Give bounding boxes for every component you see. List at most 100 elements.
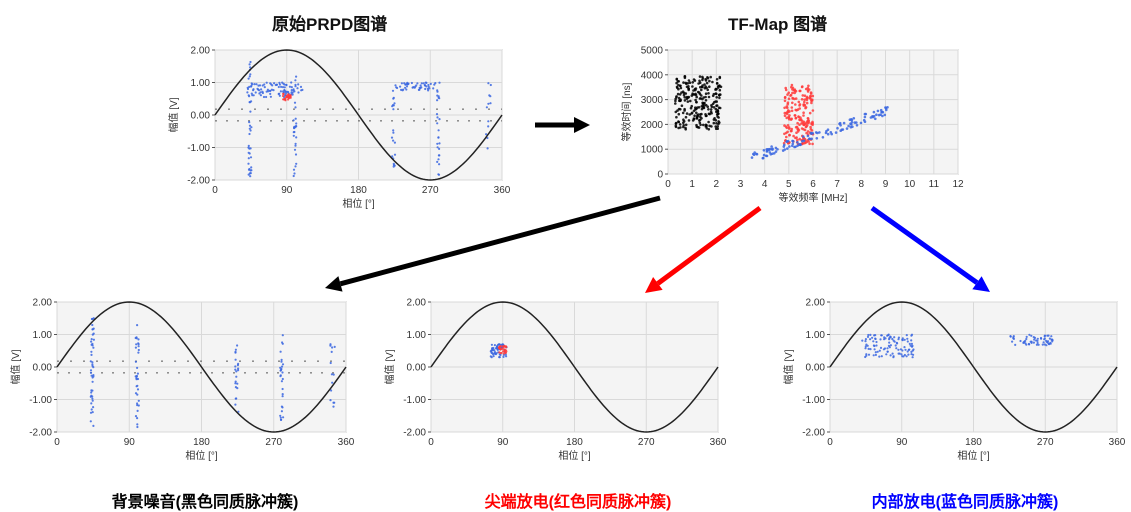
prpd-original-point-blue <box>265 90 268 93</box>
tfmap-point-red <box>787 126 791 129</box>
tfmap-point-black <box>697 126 701 129</box>
prpd-original-point-blue <box>487 125 490 128</box>
prpd-noise-point-blue <box>279 416 282 419</box>
tfmap-point-blue <box>883 113 887 117</box>
tfmap-point-black <box>679 98 682 101</box>
prpd-original-point-blue <box>438 142 441 145</box>
tfmap-point-blue <box>821 136 825 139</box>
tfmap-point-blue <box>796 141 799 144</box>
prpd-noise-point-blue <box>234 382 237 385</box>
tfmap-point-red <box>806 130 810 133</box>
prpd-noise-point-blue <box>331 346 334 349</box>
tfmap-point-red <box>810 101 813 105</box>
tfmap-point-blue <box>806 134 810 138</box>
arrow-to-corona-shaft <box>656 205 762 286</box>
tfmap-point-black <box>698 91 701 94</box>
tfmap-point-black <box>706 88 709 92</box>
prpd-noise-point-blue <box>280 410 283 413</box>
tfmap-point-blue <box>768 151 772 154</box>
tfmap-point-black <box>715 81 719 85</box>
prpd-original-point-blue <box>252 88 255 91</box>
chart-prpd-corona: 0 90 180 270 360 2.00 1.00 0.00 -1.00 -2.00 相位 [°]… <box>383 298 727 463</box>
tfmap-point-red <box>798 89 801 93</box>
prpd-original-point-blue <box>250 166 253 169</box>
prpd-original-point-blue <box>249 73 252 76</box>
prpd-internal-point-blue <box>1025 335 1028 338</box>
prpd-internal-point-blue <box>1050 335 1053 338</box>
prpd-original-point-blue <box>263 83 266 86</box>
prpd-original-point-blue <box>404 86 407 89</box>
tfmap-point-black <box>678 123 682 126</box>
tfmap-point-blue <box>872 110 876 114</box>
prpd-original-point-blue <box>248 75 251 78</box>
prpd-corona-point-blue <box>501 343 504 346</box>
prpd-noise-point-blue <box>90 402 93 405</box>
prpd-original-point-blue <box>290 91 293 94</box>
tfmap-point-blue <box>839 129 842 132</box>
prpd-noise-point-blue <box>330 389 333 392</box>
prpd-noise-point-blue <box>236 344 239 347</box>
prpd-noise-point-blue <box>237 362 240 365</box>
prpd-original-point-blue <box>438 118 441 121</box>
prpd-original-point-blue <box>294 126 297 129</box>
prpd-noise-ytick-label: -1.00 <box>29 395 52 406</box>
tfmap-point-black <box>710 104 713 107</box>
prpd-internal-point-blue <box>898 352 901 355</box>
prpd-original-point-blue <box>390 136 394 139</box>
tfmap-point-black <box>691 81 695 84</box>
prpd-noise-point-blue <box>279 368 283 372</box>
prpd-noise-point-blue <box>137 404 140 407</box>
tfmap-point-blue <box>885 108 888 112</box>
tfmap-point-blue <box>762 149 766 152</box>
prpd-original-point-blue <box>281 86 285 89</box>
tfmap-point-blue <box>750 156 754 159</box>
prpd-noise-point-blue <box>279 418 283 421</box>
tfmap-point-black <box>685 97 689 100</box>
prpd-corona-point-red <box>499 348 502 351</box>
prpd-original-point-blue <box>256 87 259 90</box>
prpd-original-ytick-label: 0.00 <box>191 111 211 122</box>
prpd-corona-point-red <box>504 345 507 348</box>
tfmap-point-red <box>783 99 787 103</box>
prpd-internal-point-blue <box>1042 341 1045 344</box>
tfmap-point-black <box>677 83 680 87</box>
prpd-original-point-blue <box>295 136 298 139</box>
prpd-original-point-red <box>287 93 290 97</box>
prpd-noise-point-blue <box>234 365 237 368</box>
prpd-internal-point-blue <box>901 349 904 352</box>
prpd-internal-xlabel: 相位 [°] <box>957 449 990 462</box>
tfmap-point-red <box>796 138 799 142</box>
prpd-original-reference-sine <box>214 49 503 181</box>
tfmap-point-blue <box>836 126 839 130</box>
prpd-noise-point-blue <box>92 374 95 377</box>
prpd-internal-point-blue <box>1049 342 1052 345</box>
prpd-internal-point-blue <box>905 355 908 358</box>
tfmap-point-red <box>793 91 796 95</box>
prpd-original-point-blue <box>489 83 492 87</box>
prpd-internal-point-blue <box>878 349 881 352</box>
tfmap-point-black <box>674 125 678 129</box>
tfmap-point-black <box>687 95 691 99</box>
tfmap-point-black <box>675 95 678 98</box>
prpd-internal-point-blue <box>876 350 879 353</box>
prpd-corona-ytick-label: 2.00 <box>407 298 427 309</box>
prpd-original-point-blue <box>265 81 268 84</box>
tfmap-xtick-label: 12 <box>952 179 964 190</box>
chart-prpd-internal: 0 90 180 270 360 2.00 1.00 0.00 -1.00 -2.00 相位 [°]… <box>782 298 1126 463</box>
prpd-internal-point-blue <box>1014 343 1017 346</box>
prpd-noise-point-blue <box>91 376 94 379</box>
prpd-noise-point-blue <box>91 361 94 364</box>
prpd-internal-point-blue <box>1040 337 1043 340</box>
arrow-prpd-to-tfmap-head <box>574 117 590 133</box>
prpd-original-point-blue <box>436 146 439 149</box>
tfmap-point-black <box>705 124 708 127</box>
tfmap-point-red <box>799 116 802 119</box>
tfmap-point-red <box>806 89 810 92</box>
tfmap-point-red <box>800 122 803 125</box>
prpd-noise-xtick-label: 270 <box>265 437 282 448</box>
prpd-internal-point-blue <box>908 342 911 345</box>
prpd-internal-point-blue <box>883 338 886 341</box>
tfmap-point-red <box>794 126 798 129</box>
prpd-internal-point-blue <box>1041 343 1044 346</box>
prpd-noise-point-blue <box>137 338 140 341</box>
